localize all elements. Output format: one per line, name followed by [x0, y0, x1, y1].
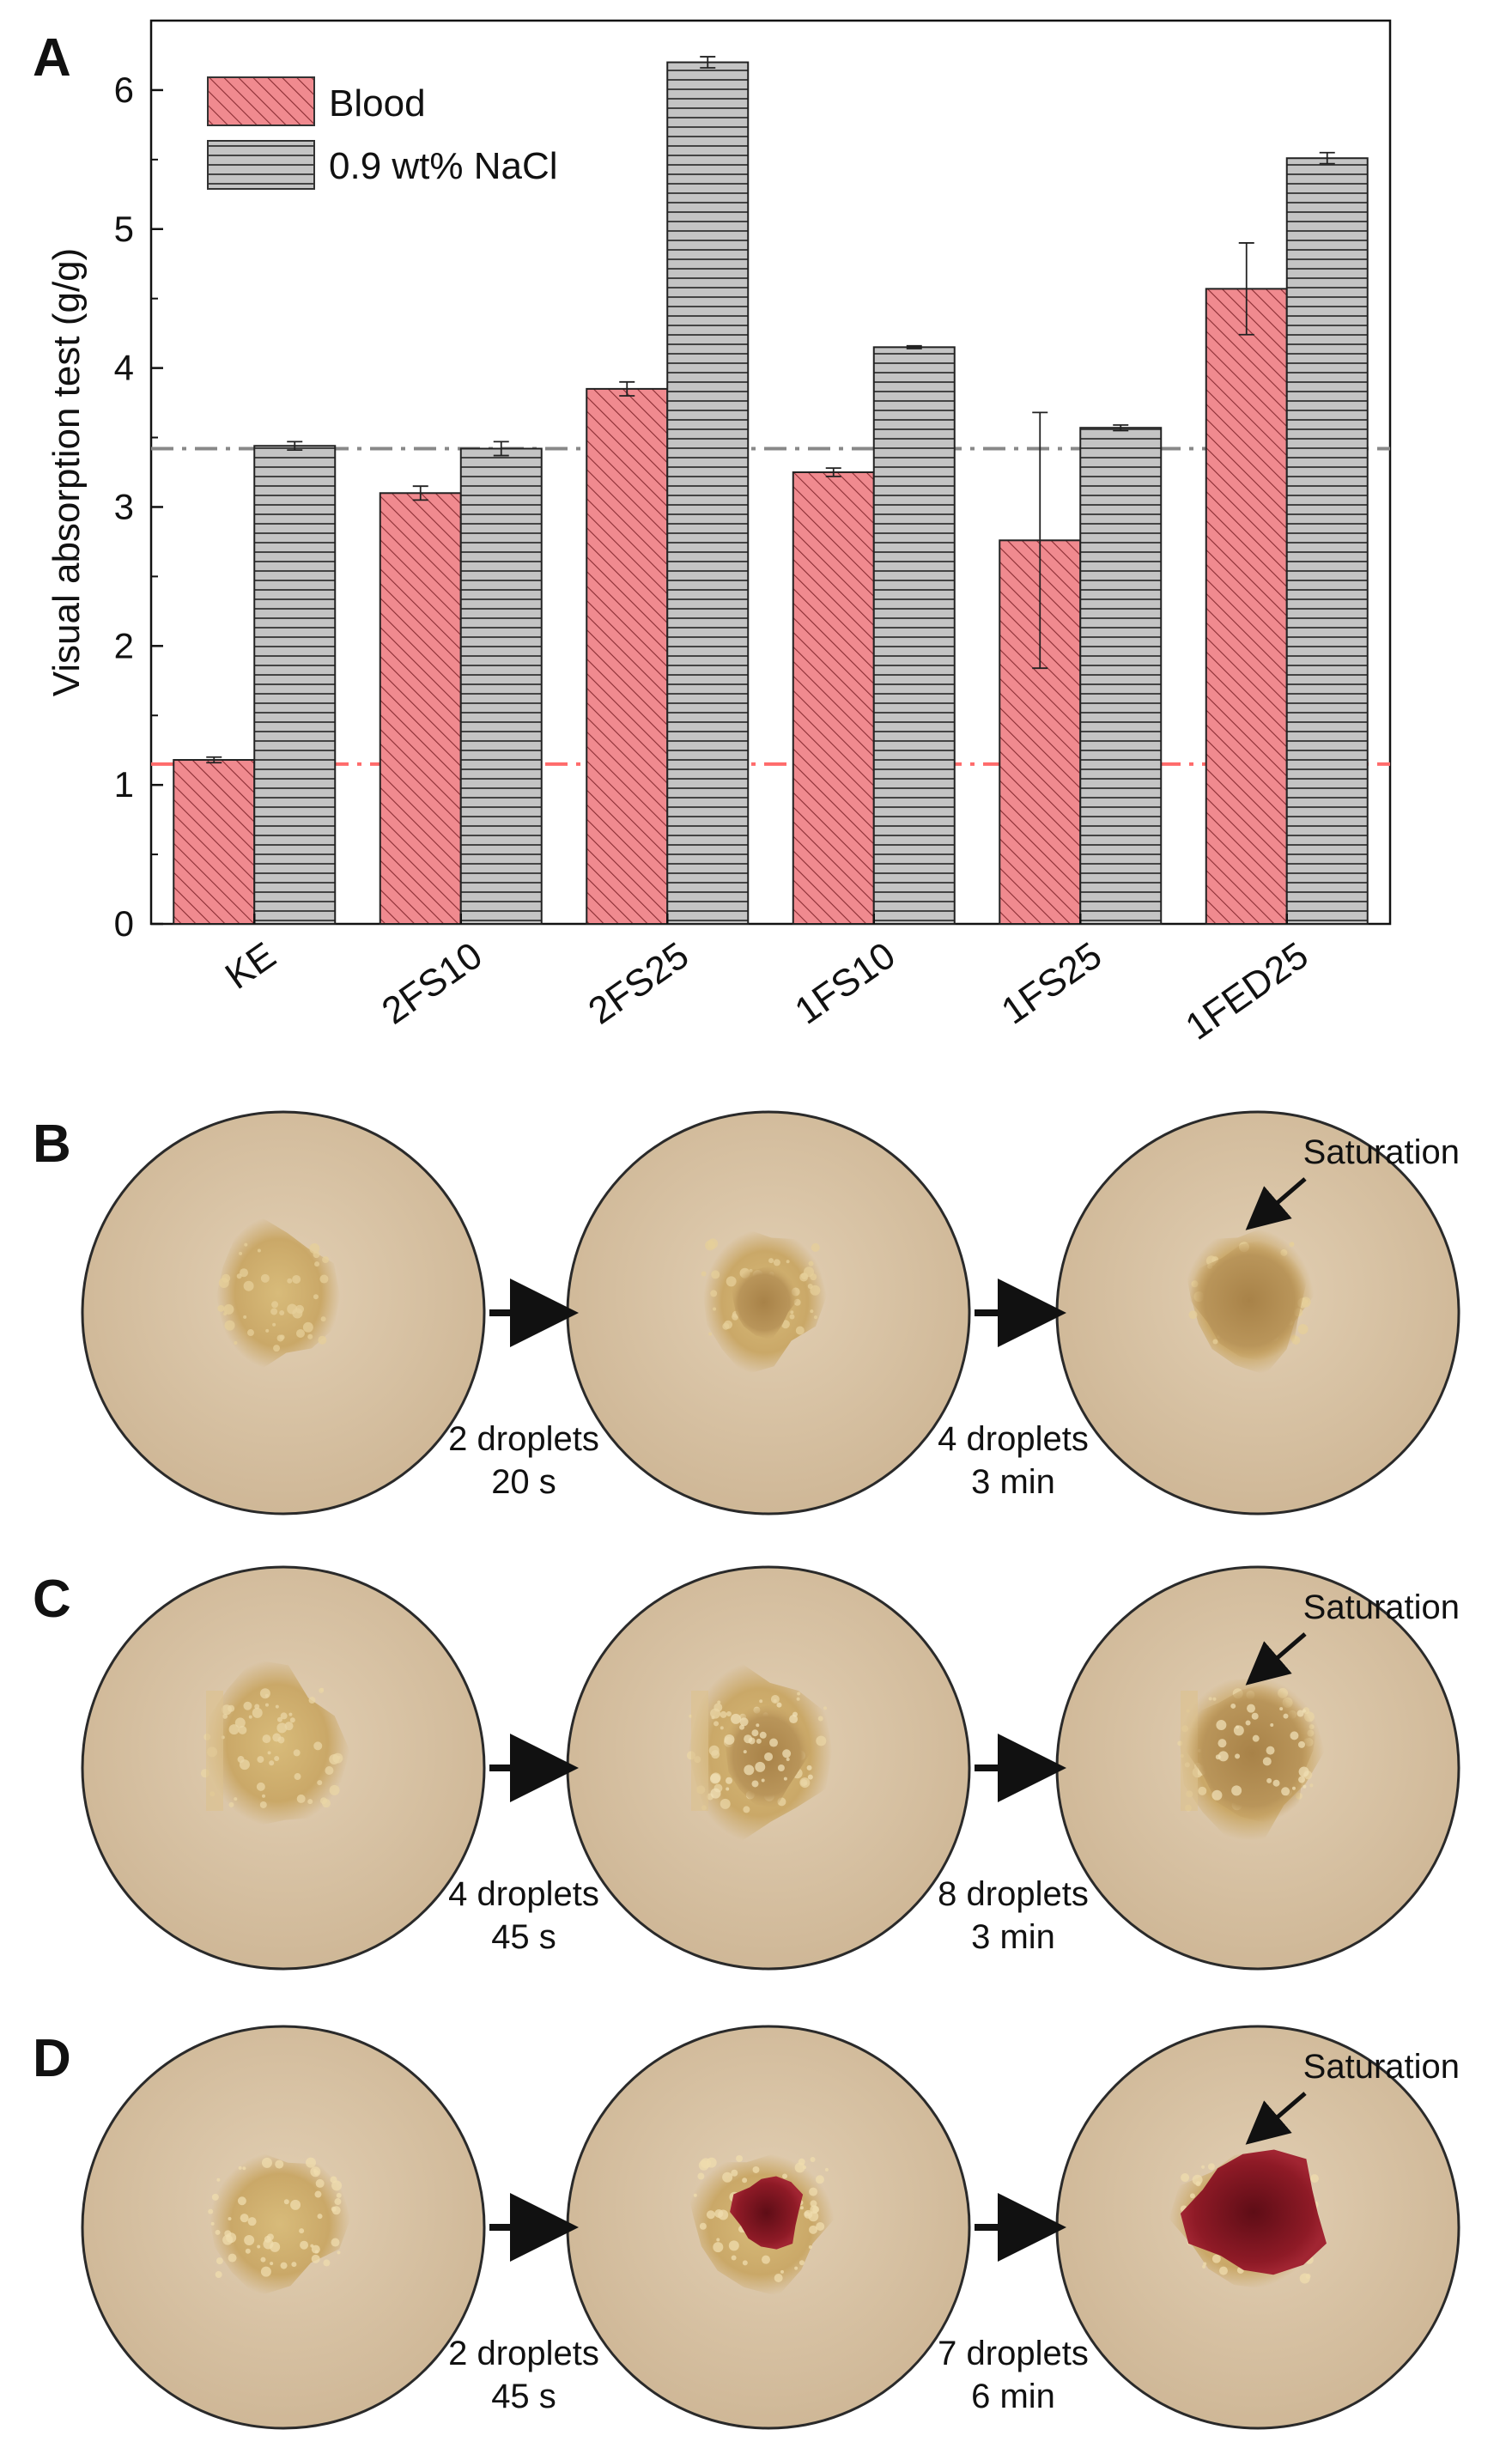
step-2-droplets: 4 droplets: [938, 1420, 1089, 1458]
legend-label-blood: Blood: [329, 82, 426, 125]
step-1-droplets: 4 droplets: [448, 1875, 599, 1913]
y-tick-label: 1: [114, 764, 134, 805]
y-axis: 0 1 2 3 4 5 6: [114, 20, 163, 944]
saturation-arrow: [1245, 1632, 1307, 1686]
powder-sample: [204, 1659, 350, 1827]
y-tick-label: 3: [114, 486, 134, 526]
error-bar: [1238, 242, 1254, 336]
wet-region: [729, 1265, 799, 1340]
step-1-time: 20 s: [491, 1463, 556, 1501]
dish-photo: [1055, 2025, 1460, 2430]
bar-nacl: [666, 61, 750, 926]
x-tick-label: 1FS10: [787, 934, 902, 1032]
bar-blood: [173, 759, 256, 925]
error-bar: [1113, 424, 1129, 432]
panel-letter-c: C: [33, 1570, 71, 1629]
powder-specks: [208, 2157, 343, 2278]
step-1-droplets: 2 droplets: [448, 1420, 599, 1458]
dish-photo: [566, 2025, 971, 2430]
photo-row-d: D 2 droplets 45 s 7 droplets 6 min Saturation: [33, 2025, 1460, 2430]
step-2-time: 6 min: [971, 2378, 1055, 2415]
error-bar: [619, 380, 635, 397]
bars: [173, 61, 1369, 926]
error-bar: [825, 467, 841, 477]
step-1-time: 45 s: [491, 2378, 556, 2415]
error-bar: [412, 485, 428, 501]
x-axis: KE 2FS10 2FS25 1FS10 1FS25 1FED25: [218, 914, 1315, 1048]
error-bar: [287, 440, 303, 452]
photo-rows: B 2 droplets 20 s 4 droplets 3 min Saturation…: [33, 1110, 1460, 2430]
y-tick-label: 2: [114, 625, 134, 665]
saturation-label: Saturation: [1303, 2048, 1460, 2086]
plot-frame: [149, 19, 1392, 926]
dish-photo: [566, 1565, 971, 1971]
x-tick-label: KE: [218, 934, 283, 998]
step-2-droplets: 8 droplets: [938, 1875, 1089, 1913]
step-1-time: 45 s: [491, 1918, 556, 1956]
y-axis-title: Visual absorption test (g/g): [46, 248, 88, 697]
error-bar: [1319, 151, 1335, 165]
y-tick-label: 4: [114, 348, 134, 388]
step-2-droplets: 7 droplets: [938, 2335, 1089, 2372]
powder-specks: [1211, 1703, 1309, 1801]
dish-photo: [566, 1110, 971, 1515]
error-bars: [206, 56, 1335, 764]
x-tick-label: 1FED25: [1178, 934, 1315, 1048]
bar-blood: [792, 471, 875, 925]
bar-nacl: [1285, 157, 1369, 925]
dish-photo: [1055, 1110, 1460, 1515]
x-tick-label: 1FS25: [994, 934, 1109, 1032]
bar-blood: [1205, 288, 1288, 925]
powder-specks: [709, 1702, 813, 1799]
y-tick-label: 5: [114, 209, 134, 249]
dish-photo: [1055, 1565, 1460, 1971]
error-bar: [493, 440, 509, 457]
error-bar: [1032, 411, 1048, 670]
wet-region: [1189, 1239, 1310, 1362]
bar-chart: 0 1 2 3 4 5 6 KE 2FS10 2FS25 1FS10 1FS25 1FED25 Vis…: [46, 19, 1392, 1048]
reference-lines: [151, 446, 1390, 766]
powder-specks: [200, 1687, 343, 1808]
legend-label-nacl: 0.9 wt% NaCl: [329, 145, 558, 187]
error-bar: [700, 56, 716, 69]
y-tick-label: 6: [114, 70, 134, 110]
bar-blood: [379, 492, 462, 925]
step-1-droplets: 2 droplets: [448, 2335, 599, 2372]
photo-row-c: C 4 droplets 45 s 8 droplets 3 min Saturation: [33, 1565, 1460, 1971]
y-tick-label: 0: [114, 903, 134, 944]
saturation-arrow: [1245, 1177, 1307, 1230]
dish-photo: [81, 2025, 486, 2430]
bar-nacl: [253, 445, 337, 925]
bar-blood: [586, 387, 669, 925]
legend-swatch-blood: [207, 76, 315, 126]
dish-photo: [81, 1565, 486, 1971]
saturation-arrow: [1245, 2092, 1307, 2145]
photo-row-b: B 2 droplets 20 s 4 droplets 3 min Saturation: [33, 1110, 1460, 1515]
dish-photo: [81, 1110, 486, 1515]
saturation-label: Saturation: [1303, 1588, 1460, 1626]
panel-letter-d: D: [33, 2029, 71, 2088]
step-2-time: 3 min: [971, 1918, 1055, 1956]
powder-specks: [217, 1242, 330, 1352]
legend-swatch-nacl: [207, 140, 315, 190]
error-bar: [206, 756, 222, 764]
bar-nacl: [872, 346, 956, 926]
legend: Blood 0.9 wt% NaCl: [207, 76, 558, 190]
panel-letter-b: B: [33, 1115, 71, 1174]
error-bar: [906, 344, 922, 349]
powder-streak: [691, 1691, 708, 1811]
x-tick-label: 2FS10: [374, 934, 489, 1032]
bar-nacl: [1079, 427, 1163, 925]
panel-letter-a: A: [33, 28, 71, 88]
step-2-time: 3 min: [971, 1463, 1055, 1501]
blood-spot: [730, 2176, 804, 2250]
powder-streak: [206, 1691, 223, 1811]
bar-nacl: [459, 447, 543, 925]
x-tick-label: 2FS25: [581, 934, 696, 1032]
blood-spot: [1180, 2149, 1327, 2275]
saturation-label: Saturation: [1303, 1133, 1460, 1171]
